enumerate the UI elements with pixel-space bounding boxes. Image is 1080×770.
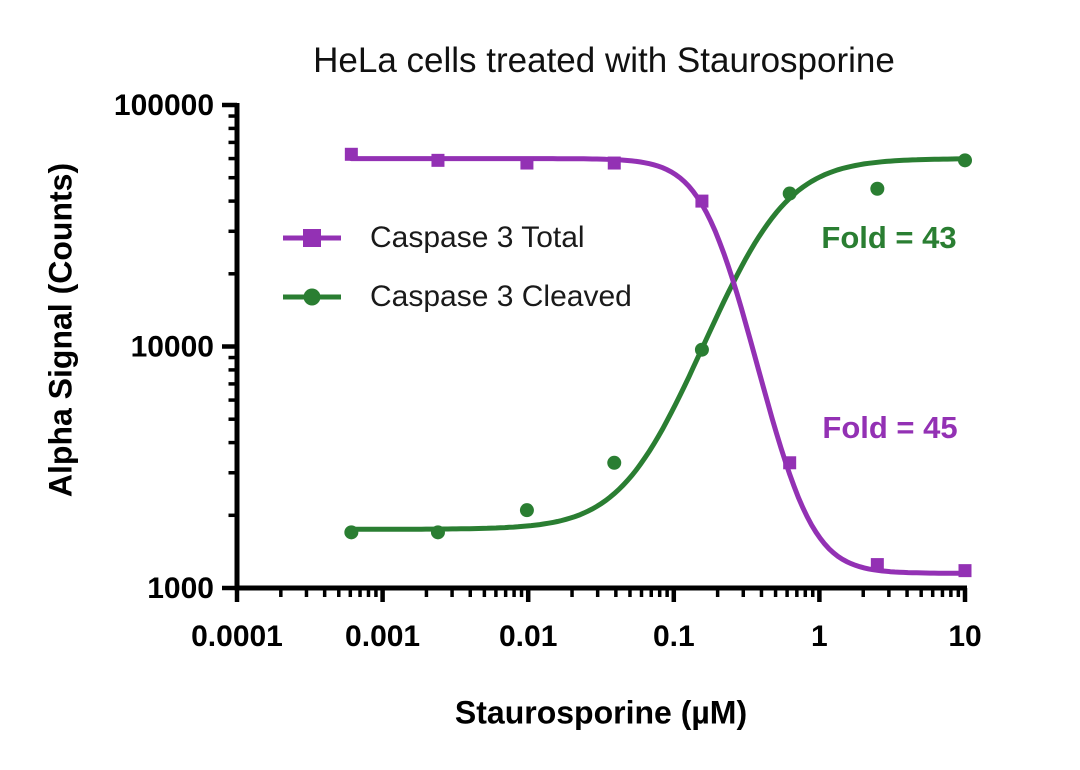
annotation-fold-cleaved: Fold = 43 [821,220,957,255]
axes: 0.0001 0.001 0.01 0.1 1 10 1000 10000 100000 [114,89,982,653]
x-tick-label: 0.0001 [191,620,283,653]
data-point-square [695,194,709,208]
data-point-circle [519,503,534,518]
data-point-circle [958,153,972,168]
data-point-circle [870,181,885,196]
data-point-square [783,456,797,470]
data-point-square [958,564,972,578]
annotation-fold-total: Fold = 45 [822,410,958,445]
fit-curve-0 [348,156,968,576]
data-point-circle [694,342,709,357]
legend-label-caspase3-cleaved: Caspase 3 Cleaved [370,280,632,313]
x-tick-label: 1 [811,620,828,653]
legend-label-caspase3-total: Caspase 3 Total [370,221,585,254]
chart-title: HeLa cells treated with Staurosporine [313,41,895,80]
legend-item-caspase3-total: Caspase 3 Total [283,221,585,255]
data-point-square [870,558,884,572]
x-axis-title: Staurosporine (µM) [454,694,748,731]
data-point-circle [344,525,359,540]
legend-swatch-circle-icon [283,288,341,306]
legend-swatch-square-icon [283,229,341,247]
data-point-square [607,156,621,170]
y-tick-label: 10000 [131,331,214,364]
data-point-circle [782,186,797,201]
data-point-square [431,153,445,167]
data-point-square [344,147,358,161]
y-tick-label: 100000 [114,89,214,122]
y-axis-title: Alpha Signal (Counts) [42,162,79,498]
fit-curve-1 [348,156,968,532]
legend-item-caspase3-cleaved: Caspase 3 Cleaved [283,280,632,314]
x-tick-label: 0.01 [499,620,557,653]
x-tick-label: 10 [948,620,981,653]
data-point-circle [607,455,622,470]
x-tick-label: 0.1 [653,620,695,653]
data-point-square [520,156,534,170]
x-tick-label: 0.001 [345,620,420,653]
y-tick-label: 1000 [147,572,214,605]
data-point-circle [430,525,445,540]
